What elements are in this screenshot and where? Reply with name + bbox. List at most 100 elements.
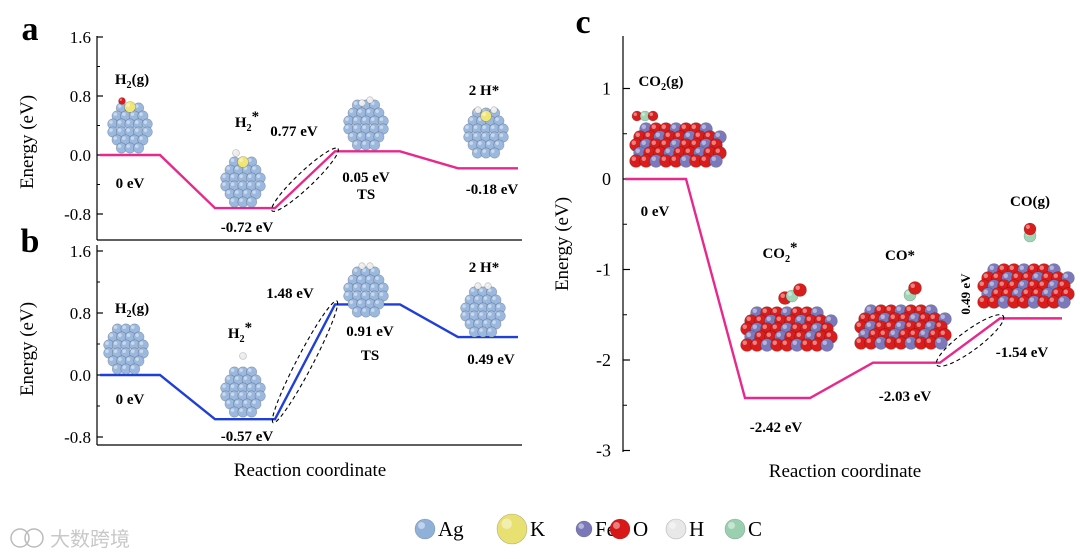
- atom-highlight: [645, 148, 650, 153]
- atom-highlight: [665, 148, 670, 153]
- atom-highlight: [466, 320, 471, 324]
- atom-highlight: [126, 103, 130, 107]
- atom: [820, 338, 834, 352]
- atom-highlight: [681, 156, 686, 161]
- atom-highlight: [379, 284, 384, 288]
- y-tick-label: 0.8: [70, 304, 91, 323]
- atom-highlight: [746, 332, 751, 338]
- atom-highlight: [230, 198, 235, 202]
- atom-highlight: [222, 384, 226, 388]
- atom-highlight: [826, 332, 831, 338]
- atom-highlight: [715, 132, 720, 137]
- atom-highlight: [126, 120, 130, 124]
- barrier-label: 0.77 eV: [270, 124, 318, 140]
- atom-highlight: [1059, 297, 1064, 303]
- atom-highlight: [362, 268, 366, 272]
- atom-highlight: [239, 174, 243, 178]
- atom-highlight: [109, 333, 114, 337]
- atom-highlight: [782, 308, 787, 314]
- element-legend: Ag K Fe O H C: [414, 513, 762, 545]
- atom-highlight: [134, 144, 139, 148]
- atom-highlight: [746, 316, 751, 322]
- atom-highlight: [999, 297, 1004, 303]
- atom-highlight: [239, 408, 243, 412]
- atom-highlight: [910, 314, 915, 320]
- atom-highlight: [641, 156, 646, 161]
- atom-highlight: [370, 268, 375, 272]
- atom-highlight: [1043, 273, 1048, 279]
- atom: [358, 99, 366, 107]
- atom-highlight: [671, 156, 676, 161]
- atom-highlight: [470, 288, 475, 292]
- y-tick-label: -2: [596, 350, 611, 370]
- atom-highlight: [752, 324, 757, 330]
- atom-highlight: [490, 125, 495, 129]
- atom-highlight: [256, 174, 261, 178]
- atom-highlight: [1009, 265, 1014, 271]
- atom-highlight: [906, 338, 911, 344]
- atom-highlight: [896, 306, 901, 312]
- energy-label: -0.57 eV: [221, 429, 274, 445]
- atom-highlight: [370, 141, 375, 145]
- atom-highlight: [353, 117, 358, 121]
- atom-highlight: [222, 392, 226, 396]
- atom-highlight: [1049, 281, 1054, 287]
- atom-highlight: [1023, 289, 1028, 295]
- atom-highlight: [349, 133, 354, 137]
- state-label: H2(g): [115, 301, 149, 320]
- atom-highlight: [756, 332, 761, 338]
- atom-highlight: [685, 132, 690, 137]
- atom-highlight: [418, 522, 425, 529]
- atom-highlight: [772, 324, 777, 330]
- atom-highlight: [1029, 281, 1034, 287]
- atom-highlight: [499, 133, 504, 137]
- atom-highlight: [1009, 281, 1014, 287]
- atom-highlight: [349, 109, 354, 113]
- atom-highlight: [113, 112, 118, 116]
- atom-highlight: [906, 322, 911, 328]
- atom-highlight: [239, 158, 243, 162]
- atom-highlight: [122, 136, 126, 140]
- atom: [480, 110, 492, 122]
- atom-highlight: [802, 340, 807, 346]
- atom-highlight: [239, 182, 243, 186]
- atom-highlight: [379, 117, 384, 121]
- atom-highlight: [122, 349, 126, 353]
- atom-highlight: [930, 314, 935, 320]
- atom-highlight: [252, 166, 256, 170]
- ag-cluster: [460, 282, 506, 338]
- atom-highlight: [256, 182, 261, 186]
- atom-highlight: [230, 182, 235, 186]
- atom-highlight: [989, 281, 994, 287]
- atom-highlight: [631, 140, 636, 145]
- atom: [474, 282, 482, 290]
- atom-highlight: [1039, 297, 1044, 303]
- energy-label: 0 eV: [116, 392, 145, 408]
- atom-highlight: [134, 104, 139, 108]
- legend-fe-label: Fe: [595, 517, 616, 541]
- atom-highlight: [109, 128, 113, 132]
- atom: [575, 520, 593, 538]
- y-tick-label: 0.8: [70, 87, 91, 106]
- atom-highlight: [235, 400, 239, 404]
- atom-highlight: [649, 112, 653, 116]
- legend-c-label: C: [748, 517, 762, 541]
- atom-highlight: [691, 124, 696, 129]
- atom-highlight: [247, 408, 252, 412]
- legend-h-label: H: [689, 517, 704, 541]
- atom-highlight: [989, 265, 994, 271]
- atom-highlight: [482, 149, 486, 153]
- atom-highlight: [139, 136, 143, 140]
- atom-highlight: [685, 148, 690, 153]
- atom-highlight: [752, 308, 757, 314]
- ag-cluster: [103, 323, 149, 375]
- atom-highlight: [465, 125, 469, 129]
- atom-highlight: [926, 322, 931, 328]
- atom-highlight: [353, 101, 358, 105]
- atom-highlight: [370, 284, 375, 288]
- atom-highlight: [1019, 265, 1024, 271]
- atom-highlight: [782, 340, 787, 346]
- atom-highlight: [916, 338, 921, 344]
- atom-highlight: [1059, 281, 1064, 287]
- atom-highlight: [792, 308, 797, 314]
